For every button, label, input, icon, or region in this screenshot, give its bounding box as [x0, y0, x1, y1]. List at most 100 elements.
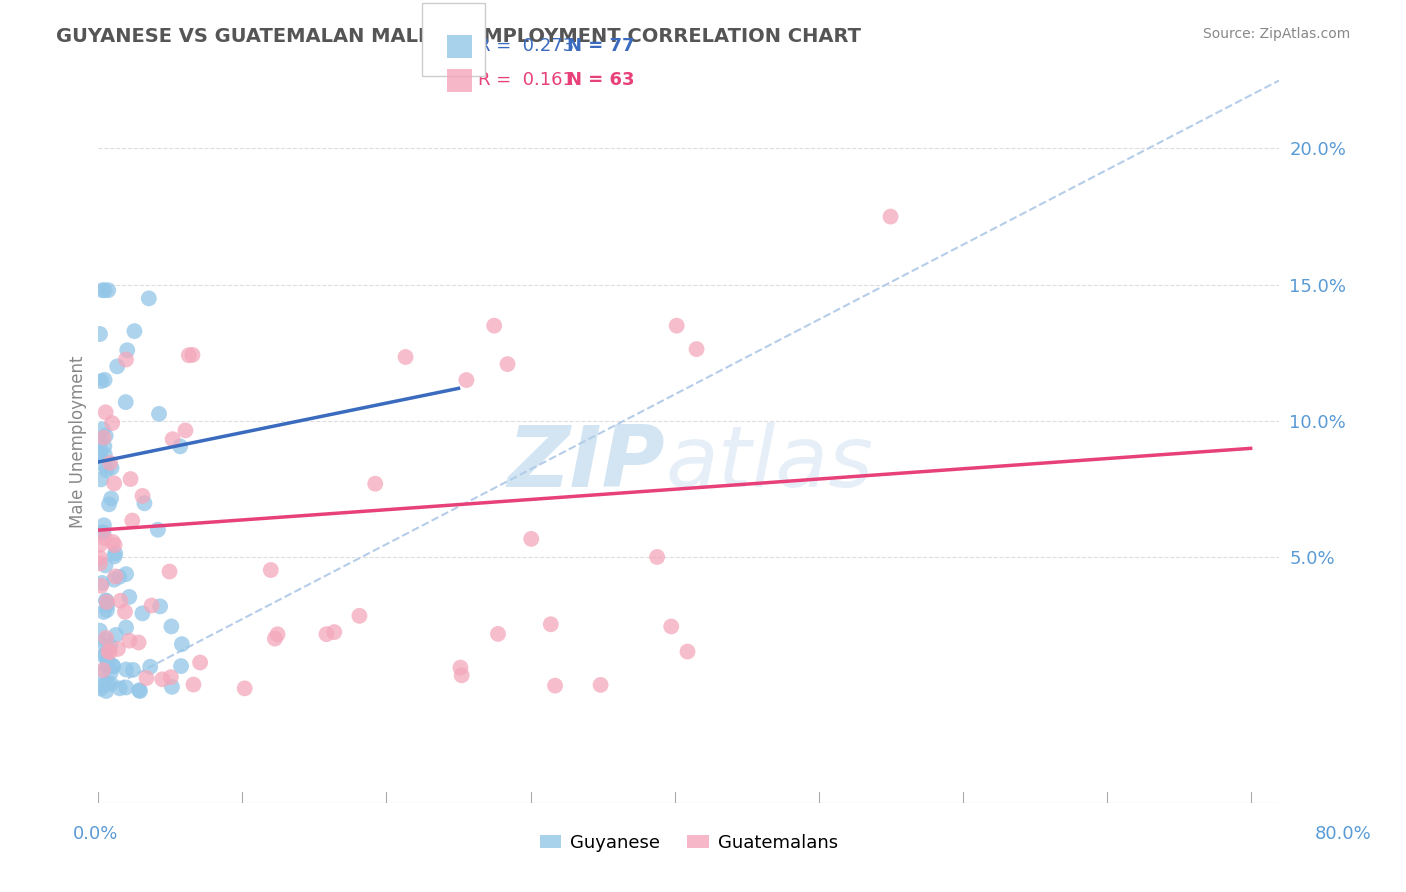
- Point: [94, 648, 117, 662]
- Point: [93, 518, 115, 533]
- Point: [496, 357, 519, 371]
- Point: [183, 677, 205, 691]
- Point: [103, 538, 125, 552]
- Point: [685, 342, 707, 356]
- Point: [96, 684, 118, 698]
- Point: [177, 348, 200, 362]
- Point: [160, 670, 183, 684]
- Point: [138, 292, 160, 306]
- Point: [90, 374, 112, 388]
- Point: [108, 570, 131, 584]
- Point: [94, 593, 117, 607]
- Text: Source: ZipAtlas.com: Source: ZipAtlas.com: [1202, 27, 1350, 41]
- Point: [394, 350, 416, 364]
- Point: [115, 567, 138, 582]
- Text: 0.0%: 0.0%: [73, 825, 118, 843]
- Point: [91, 663, 114, 677]
- Point: [96, 598, 118, 612]
- Point: [100, 665, 122, 680]
- Point: [93, 373, 115, 387]
- Point: [91, 666, 114, 681]
- Point: [170, 637, 193, 651]
- Point: [520, 532, 543, 546]
- Point: [149, 599, 172, 614]
- Point: [162, 432, 184, 446]
- Text: atlas: atlas: [665, 422, 873, 505]
- Point: [115, 352, 138, 367]
- Point: [264, 632, 287, 646]
- Point: [118, 590, 141, 604]
- Point: [484, 318, 506, 333]
- Point: [115, 663, 138, 677]
- Point: [89, 435, 111, 450]
- Point: [115, 620, 138, 634]
- Point: [98, 456, 121, 470]
- Point: [103, 549, 125, 564]
- Point: [94, 428, 117, 442]
- Point: [90, 579, 112, 593]
- Point: [159, 565, 181, 579]
- Point: [589, 678, 612, 692]
- Point: [96, 659, 118, 673]
- Point: [118, 633, 141, 648]
- Point: [97, 283, 120, 297]
- Point: [323, 625, 346, 640]
- Point: [89, 550, 111, 565]
- Point: [94, 633, 117, 648]
- Text: 80.0%: 80.0%: [1315, 825, 1371, 843]
- Point: [114, 605, 136, 619]
- Point: [94, 405, 117, 419]
- Point: [676, 644, 699, 658]
- Point: [659, 619, 682, 633]
- Point: [124, 324, 146, 338]
- Point: [104, 628, 127, 642]
- Point: [97, 676, 120, 690]
- Point: [115, 681, 138, 695]
- Point: [96, 463, 118, 477]
- Point: [89, 624, 111, 638]
- Text: ZIP: ZIP: [508, 422, 665, 505]
- Point: [93, 605, 115, 619]
- Point: [108, 681, 131, 696]
- Point: [115, 343, 138, 358]
- Point: [544, 679, 567, 693]
- Point: [89, 557, 111, 571]
- Point: [486, 627, 509, 641]
- Point: [364, 476, 387, 491]
- Point: [100, 491, 122, 506]
- Point: [146, 523, 169, 537]
- Point: [665, 318, 688, 333]
- Point: [141, 599, 163, 613]
- Point: [98, 645, 121, 659]
- Point: [233, 681, 256, 696]
- Point: [93, 458, 115, 472]
- Point: [181, 348, 204, 362]
- Text: R =  0.161: R = 0.161: [478, 71, 574, 89]
- Text: R =  0.273: R = 0.273: [478, 37, 574, 55]
- Point: [94, 631, 117, 645]
- Point: [104, 569, 127, 583]
- Point: [89, 538, 111, 552]
- Point: [131, 607, 153, 621]
- Point: [97, 654, 120, 668]
- Point: [103, 573, 125, 587]
- Point: [94, 638, 117, 652]
- Point: [96, 603, 118, 617]
- Point: [450, 668, 472, 682]
- Point: [174, 424, 197, 438]
- Point: [93, 448, 115, 462]
- Point: [105, 359, 128, 374]
- Point: [129, 684, 152, 698]
- Point: [128, 683, 150, 698]
- Point: [456, 373, 478, 387]
- Point: [121, 514, 143, 528]
- Point: [110, 593, 132, 607]
- Point: [103, 476, 125, 491]
- Point: [188, 656, 211, 670]
- Point: [104, 546, 127, 560]
- Point: [114, 395, 136, 409]
- Point: [160, 619, 183, 633]
- Point: [139, 659, 162, 673]
- Point: [90, 472, 112, 486]
- Point: [96, 595, 118, 609]
